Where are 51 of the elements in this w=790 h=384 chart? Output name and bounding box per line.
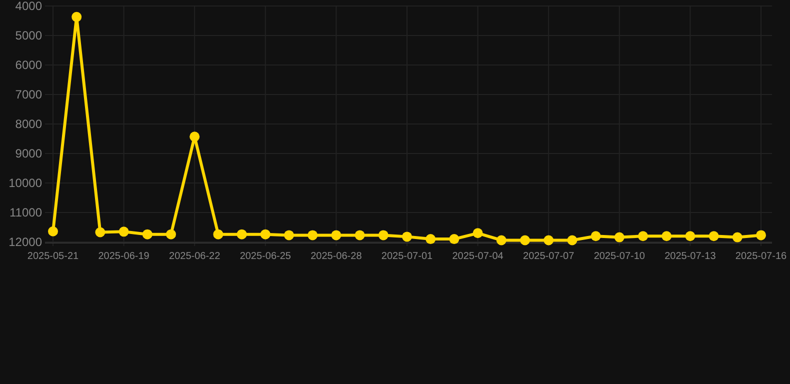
x-tick-label: 2025-07-13 bbox=[664, 251, 716, 262]
y-tick-label: 8000 bbox=[15, 117, 42, 132]
point bbox=[236, 229, 247, 240]
point bbox=[354, 230, 365, 240]
point bbox=[520, 235, 530, 246]
point bbox=[118, 226, 129, 237]
point bbox=[614, 232, 624, 242]
point bbox=[662, 231, 672, 242]
y-tick-label: 7000 bbox=[15, 88, 42, 102]
point bbox=[708, 231, 719, 242]
point bbox=[544, 235, 554, 246]
y-tick-label: 12000 bbox=[8, 235, 42, 250]
point bbox=[402, 232, 412, 242]
point bbox=[48, 226, 58, 236]
x-tick-label: 2025-06-25 bbox=[240, 251, 292, 262]
point bbox=[308, 230, 318, 240]
point bbox=[472, 228, 483, 238]
point bbox=[685, 231, 696, 242]
x-tick-label: 2025-07-10 bbox=[594, 251, 646, 262]
point bbox=[72, 12, 82, 22]
x-tick-label: 2025-06-22 bbox=[169, 251, 221, 262]
point bbox=[426, 234, 436, 244]
y-tick-label: 5000 bbox=[15, 28, 42, 43]
x-tick-label: 2025-07-01 bbox=[381, 251, 434, 262]
point bbox=[331, 230, 342, 240]
point bbox=[95, 227, 106, 238]
point bbox=[590, 231, 601, 242]
x-tick-label: 2025-06-19 bbox=[98, 251, 150, 262]
y-tick-label: 6000 bbox=[15, 58, 42, 72]
point bbox=[378, 230, 388, 240]
point bbox=[756, 230, 766, 240]
point bbox=[284, 230, 294, 240]
y-tick-label: 10000 bbox=[8, 176, 42, 190]
point bbox=[638, 231, 648, 242]
point bbox=[213, 229, 224, 240]
point bbox=[260, 229, 270, 240]
point bbox=[567, 235, 578, 246]
point bbox=[732, 232, 742, 242]
point bbox=[449, 234, 460, 244]
point bbox=[142, 229, 152, 240]
point bbox=[190, 132, 200, 142]
x-tick-label: 2025-06-28 bbox=[310, 251, 362, 262]
y-tick-label: 9000 bbox=[15, 146, 42, 161]
y-tick-label: 11000 bbox=[10, 206, 42, 220]
y-tick-label: 4000 bbox=[15, 0, 42, 14]
x-tick-label: 2025-05-21 bbox=[27, 251, 80, 262]
point bbox=[166, 229, 176, 240]
x-tick-label: 2025-07-16 bbox=[735, 251, 788, 262]
x-tick-label: 2025-07-07 bbox=[523, 251, 575, 262]
x-tick-label: 2025-07-04 bbox=[452, 251, 504, 262]
point bbox=[496, 235, 506, 246]
